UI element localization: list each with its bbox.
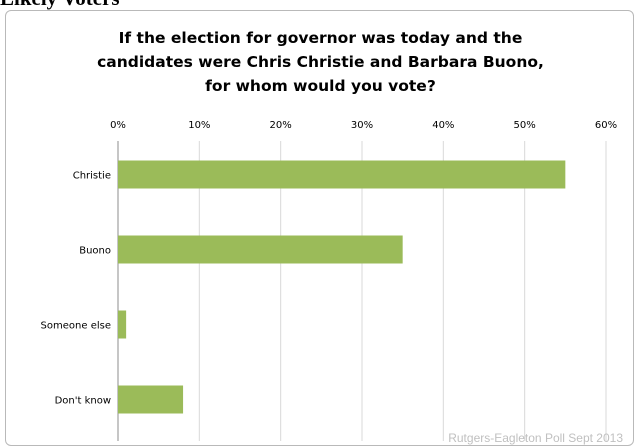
bar-someone-else <box>118 310 127 339</box>
category-label: Someone else <box>41 321 111 332</box>
category-label: Don't know <box>55 396 111 407</box>
x-tick-label: 20% <box>270 120 292 131</box>
x-tick-label: 50% <box>514 120 536 131</box>
chart-title-line-3: for whom would you vote? <box>205 77 436 95</box>
chart-title-line-2: candidates were Chris Christie and Barba… <box>97 53 544 71</box>
page-header: Likely Voters <box>0 0 639 9</box>
bars <box>118 160 566 414</box>
source-note: Rutgers-Eagleton Poll Sept 2013 <box>448 431 623 445</box>
bar-chart: 0% 10% 20% 30% 40% 50% 60% Christie Buono Someon… <box>41 120 617 441</box>
x-tick-label: 60% <box>595 120 617 131</box>
chart-title: If the election for governor was today a… <box>6 26 633 98</box>
bar-don-t-know <box>118 385 184 414</box>
chart-container: If the election for governor was today a… <box>5 10 634 446</box>
x-tick-label: 40% <box>432 120 454 131</box>
x-tick-label: 10% <box>188 120 210 131</box>
x-tick-label: 0% <box>110 120 126 131</box>
category-label: Buono <box>79 246 111 257</box>
gridlines <box>117 141 607 441</box>
x-axis-tick-labels: 0% 10% 20% 30% 40% 50% 60% <box>110 120 617 131</box>
bar-buono <box>118 235 403 264</box>
category-label: Christie <box>73 171 111 182</box>
category-labels: Christie Buono Someone else Don't know <box>41 171 111 407</box>
chart-title-line-1: If the election for governor was today a… <box>118 29 523 47</box>
bar-christie <box>118 160 566 189</box>
x-tick-label: 30% <box>351 120 373 131</box>
